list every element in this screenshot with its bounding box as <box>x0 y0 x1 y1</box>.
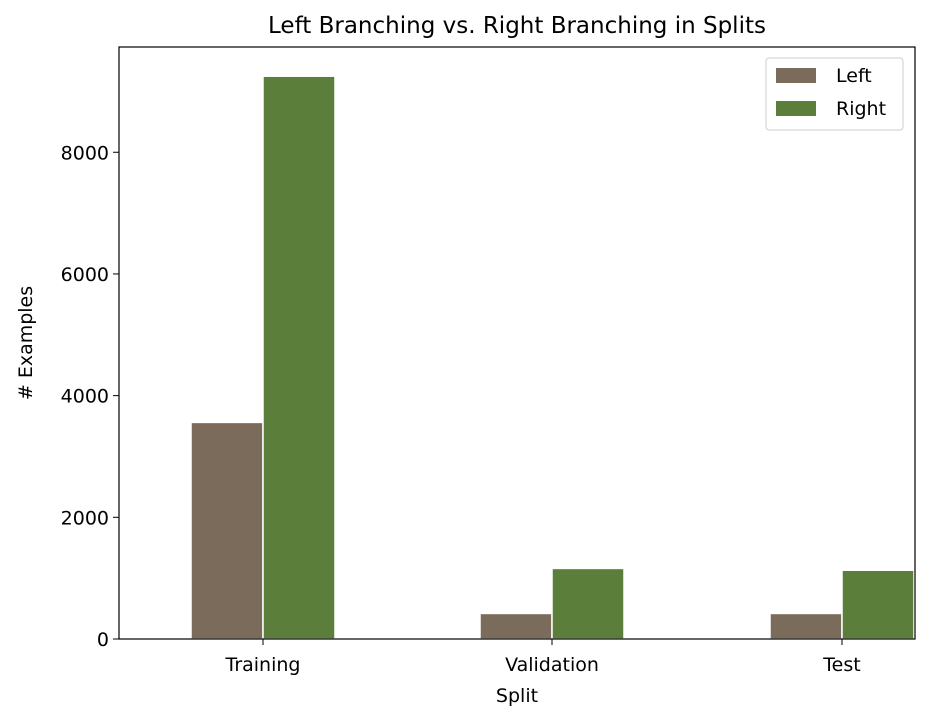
y-tick-label: 4000 <box>61 386 109 408</box>
y-tick-label: 6000 <box>61 264 109 286</box>
bar-left-training <box>190 421 264 640</box>
bar-left-test <box>769 612 843 640</box>
bar-right-validation <box>551 567 625 640</box>
legend-label-right: Right <box>836 98 886 120</box>
y-tick-label: 8000 <box>61 142 109 164</box>
legend-swatch-left <box>776 68 816 83</box>
x-tick-label: Training <box>225 654 301 676</box>
y-axis-ticks: 0 2000 4000 6000 8000 <box>61 142 119 651</box>
legend-swatch-right <box>776 101 816 116</box>
y-tick-label: 2000 <box>61 507 109 529</box>
x-axis-ticks: Training Validation Test <box>225 639 861 676</box>
x-tick-label: Validation <box>505 654 599 676</box>
chart-title: Left Branching vs. Right Branching in Sp… <box>268 13 766 39</box>
x-axis-label: Split <box>496 685 538 707</box>
bar-right-test <box>841 569 915 640</box>
x-tick-label: Test <box>822 654 860 676</box>
legend: Left Right <box>765 57 904 131</box>
y-axis-label: # Examples <box>15 286 37 400</box>
bars-group <box>190 75 915 640</box>
bar-right-training <box>262 75 336 640</box>
bar-left-validation <box>479 612 553 640</box>
y-tick-label: 0 <box>97 629 109 651</box>
legend-label-left: Left <box>836 65 872 87</box>
plot-frame <box>118 46 916 640</box>
